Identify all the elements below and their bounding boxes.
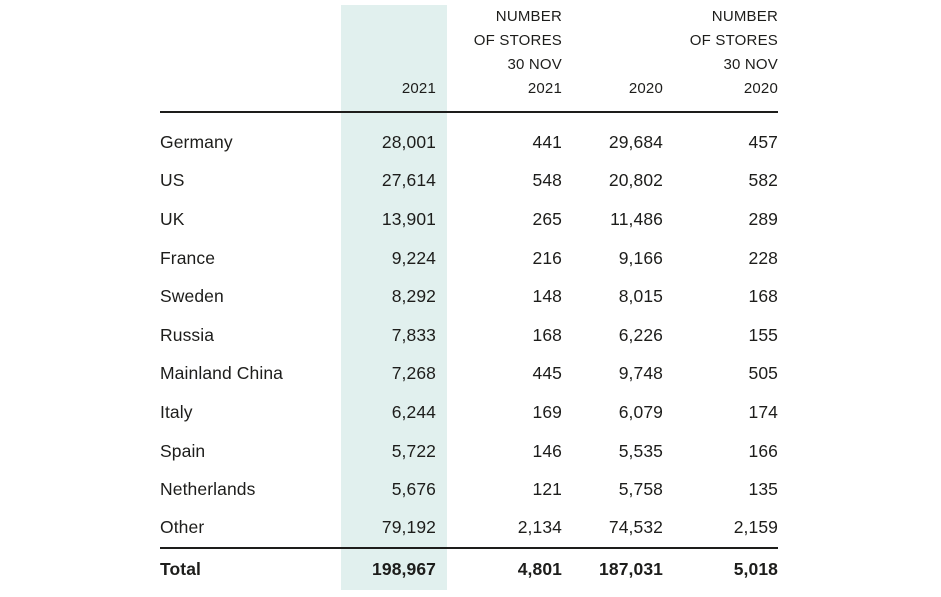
cell-stores-2020: 582 bbox=[748, 170, 778, 191]
cell-stores-2020: 228 bbox=[748, 247, 778, 268]
table-row-uk: UK 13,901 265 11,486 289 bbox=[160, 200, 778, 239]
cell-sales-2021: 9,224 bbox=[341, 238, 447, 278]
net-sales-by-market-table: 2021 NUMBER OF STORES 30 NOV 2021 2020 N… bbox=[160, 5, 778, 590]
column-header-stores-2020: NUMBER OF STORES 30 NOV 2020 bbox=[663, 5, 778, 113]
cell-stores-2020: 168 bbox=[748, 286, 778, 307]
cell-stores-2020: 135 bbox=[748, 479, 778, 500]
cell-country: Italy bbox=[160, 401, 193, 422]
table-row-mainland-china: Mainland China 7,268 445 9,748 505 bbox=[160, 354, 778, 394]
cell-stores-2021: 216 bbox=[532, 247, 562, 268]
cell-sales-2021: 5,676 bbox=[341, 470, 447, 509]
cell-stores-2020: 166 bbox=[748, 440, 778, 461]
cell-sales-2021: 79,192 bbox=[341, 508, 447, 549]
cell-country: Spain bbox=[160, 440, 206, 461]
cell-sales-2020: 9,748 bbox=[618, 363, 663, 384]
header-line: OF STORES bbox=[473, 32, 562, 49]
header-line: NUMBER bbox=[495, 8, 562, 25]
cell-stores-2020: 289 bbox=[748, 208, 778, 229]
cell-stores-2020: 457 bbox=[748, 131, 778, 152]
header-line: OF STORES bbox=[689, 32, 778, 49]
cell-stores-2021: 548 bbox=[532, 170, 562, 191]
table-row-netherlands: Netherlands 5,676 121 5,758 135 bbox=[160, 470, 778, 509]
cell-country: France bbox=[160, 247, 216, 268]
cell-sales-2021: 6,244 bbox=[341, 393, 447, 432]
header-row: 2021 NUMBER OF STORES 30 NOV 2021 2020 N… bbox=[160, 5, 778, 113]
column-header-sales-2020: 2020 bbox=[562, 5, 663, 113]
spacer-cell bbox=[160, 112, 341, 123]
cell-stores-2021: 121 bbox=[532, 479, 562, 500]
cell-sales-2020: 20,802 bbox=[608, 170, 663, 191]
table-row-russia: Russia 7,833 168 6,226 155 bbox=[160, 315, 778, 355]
table-row-other: Other 79,192 2,134 74,532 2,159 bbox=[160, 508, 778, 549]
cell-total-sales-2020: 187,031 bbox=[599, 558, 663, 579]
cell-stores-2021: 169 bbox=[532, 401, 562, 422]
cell-stores-2020: 2,159 bbox=[663, 508, 778, 549]
table-row-germany: Germany 28,001 441 29,684 457 bbox=[160, 123, 778, 162]
cell-stores-2020: 174 bbox=[748, 401, 778, 422]
cell-sales-2020: 5,535 bbox=[618, 440, 663, 461]
cell-sales-2021: 28,001 bbox=[341, 123, 447, 162]
spacer-cell bbox=[663, 112, 778, 123]
table-row-france: France 9,224 216 9,166 228 bbox=[160, 238, 778, 278]
cell-stores-2021: 2,134 bbox=[447, 508, 562, 549]
cell-country: Other bbox=[160, 508, 341, 549]
cell-sales-2020: 6,079 bbox=[618, 401, 663, 422]
table-row-us: US 27,614 548 20,802 582 bbox=[160, 161, 778, 201]
header-line: 2021 bbox=[527, 80, 562, 97]
cell-country: US bbox=[160, 170, 185, 191]
cell-stores-2021: 168 bbox=[532, 324, 562, 345]
cell-stores-2021: 445 bbox=[532, 363, 562, 384]
spacer-cell bbox=[447, 112, 562, 123]
header-line: 30 NOV bbox=[723, 56, 778, 73]
cell-sales-2020: 6,226 bbox=[618, 324, 663, 345]
cell-sales-2021: 7,268 bbox=[341, 354, 447, 394]
spacer-cell bbox=[341, 112, 447, 123]
cell-country: UK bbox=[160, 208, 185, 229]
cell-sales-2020: 11,486 bbox=[610, 208, 663, 229]
header-line: NUMBER bbox=[711, 8, 778, 25]
cell-sales-2020: 5,758 bbox=[618, 479, 663, 500]
cell-stores-2021: 441 bbox=[532, 131, 562, 152]
header-line: 2020 bbox=[743, 80, 778, 97]
cell-sales-2020: 8,015 bbox=[618, 286, 663, 307]
table-row-sweden: Sweden 8,292 148 8,015 168 bbox=[160, 277, 778, 316]
column-header-market bbox=[160, 5, 341, 113]
cell-stores-2021: 146 bbox=[532, 440, 562, 461]
column-header-stores-2021: NUMBER OF STORES 30 NOV 2021 bbox=[447, 5, 562, 113]
table-row-spain: Spain 5,722 146 5,535 166 bbox=[160, 431, 778, 471]
cell-country: Germany bbox=[160, 131, 233, 152]
cell-country: Russia bbox=[160, 324, 215, 345]
cell-stores-2021: 265 bbox=[532, 208, 562, 229]
cell-country: Sweden bbox=[160, 286, 224, 307]
cell-stores-2021: 148 bbox=[532, 286, 562, 307]
cell-stores-2020: 505 bbox=[748, 363, 778, 384]
cell-sales-2021: 5,722 bbox=[341, 431, 447, 471]
cell-total-label: Total bbox=[160, 558, 202, 579]
cell-total-stores-2020: 5,018 bbox=[733, 558, 778, 579]
cell-sales-2020: 29,684 bbox=[608, 131, 663, 152]
cell-total-stores-2021: 4,801 bbox=[517, 558, 562, 579]
spacer-cell bbox=[562, 112, 663, 123]
cell-sales-2021: 27,614 bbox=[341, 161, 447, 201]
cell-stores-2020: 155 bbox=[748, 324, 778, 345]
spacer-row bbox=[160, 112, 778, 123]
cell-sales-2020: 74,532 bbox=[562, 508, 663, 549]
table-row-total: Total 198,967 4,801 187,031 5,018 bbox=[160, 547, 778, 590]
cell-sales-2021: 7,833 bbox=[341, 315, 447, 355]
column-header-sales-2021: 2021 bbox=[341, 5, 447, 113]
cell-country: Mainland China bbox=[160, 363, 284, 384]
header-line: 30 NOV bbox=[507, 56, 562, 73]
cell-sales-2020: 9,166 bbox=[618, 247, 663, 268]
table-row-italy: Italy 6,244 169 6,079 174 bbox=[160, 393, 778, 432]
cell-total-sales-2021: 198,967 bbox=[341, 547, 447, 590]
cell-sales-2021: 8,292 bbox=[341, 277, 447, 316]
cell-sales-2021: 13,901 bbox=[341, 200, 447, 239]
cell-country: Netherlands bbox=[160, 479, 256, 500]
